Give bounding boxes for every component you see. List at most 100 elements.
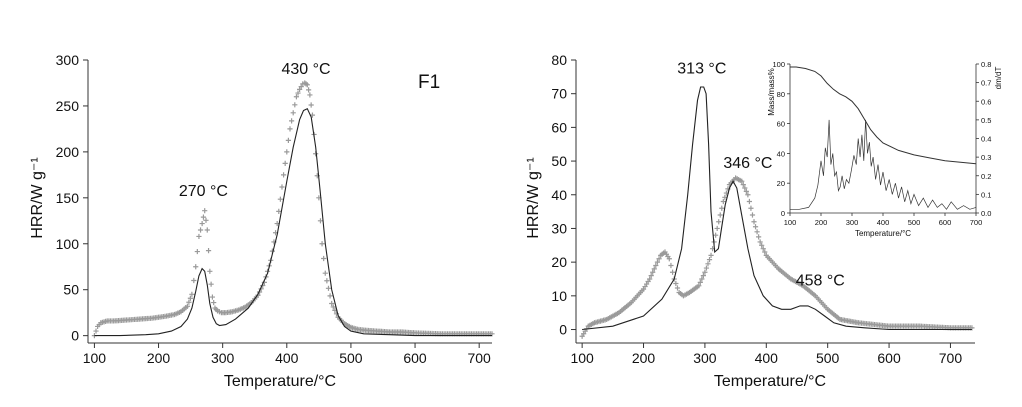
data-point — [752, 224, 759, 230]
data-point — [708, 252, 714, 259]
data-point — [756, 234, 762, 240]
y-tick-label: 70 — [551, 86, 567, 102]
inset-x-tick-label: 200 — [815, 218, 828, 227]
inset-x-tick-label: 700 — [970, 218, 983, 227]
inset-x-tick-label: 400 — [877, 218, 890, 227]
data-point — [706, 257, 713, 263]
x-tick-label: 100 — [83, 350, 107, 366]
data-point — [739, 178, 745, 184]
peak-annotation: 313 °C — [677, 60, 726, 77]
data-point — [717, 212, 723, 218]
x-tick-label: 200 — [632, 350, 656, 366]
y-tick-label: 200 — [56, 144, 80, 160]
data-point — [287, 126, 293, 132]
data-point — [308, 102, 314, 108]
data-point — [280, 172, 287, 178]
data-point — [282, 160, 288, 166]
data-point — [647, 276, 653, 282]
data-point — [674, 285, 681, 291]
data-point — [748, 205, 754, 211]
x-tick-label: 500 — [339, 350, 363, 366]
data-point — [668, 262, 674, 269]
data-point — [186, 299, 192, 305]
y-tick-label: 20 — [551, 254, 567, 270]
data-point — [317, 218, 324, 224]
data-point — [196, 233, 202, 240]
inset-left-tick-label: 80 — [777, 90, 785, 99]
y-tick-label: 30 — [551, 220, 567, 236]
x-tick-label: 300 — [211, 350, 235, 366]
model-series-line — [582, 86, 972, 331]
x-tick-label: 400 — [275, 350, 299, 366]
data-point — [295, 90, 301, 96]
peak-annotation: 458 °C — [796, 273, 845, 290]
x-tick-label: 400 — [755, 350, 779, 366]
inset-right-tick-label: 0.3 — [981, 153, 991, 162]
y-axis-title-f2: HRR/W g⁻¹ — [525, 157, 542, 238]
panel-label-f1: F1 — [418, 72, 440, 93]
data-point — [191, 277, 197, 284]
data-point — [184, 303, 190, 309]
data-point — [330, 304, 336, 310]
y-tick-label: 100 — [56, 236, 80, 252]
x-tick-label: 700 — [939, 350, 963, 366]
data-point — [322, 270, 328, 276]
y-tick-label: 60 — [551, 119, 567, 135]
y-tick-label: 80 — [551, 52, 567, 68]
data-point — [285, 137, 291, 143]
inset-right-tick-label: 0.4 — [981, 135, 991, 144]
data-point — [197, 227, 204, 233]
y-tick-label: 50 — [551, 153, 567, 169]
data-point — [760, 246, 766, 252]
peak-annotation: 430 °C — [281, 61, 330, 78]
chart-panel-f1: F1 Temperature/°C HRR/W g⁻¹ 100 200 300 400… — [29, 52, 495, 390]
data-point — [207, 268, 213, 274]
data-point — [656, 256, 662, 262]
data-point — [321, 255, 327, 262]
data-point — [754, 229, 760, 235]
y-tick-label: 10 — [551, 288, 567, 304]
data-point — [759, 242, 765, 248]
data-point — [653, 262, 659, 269]
data-point — [307, 92, 313, 98]
peak-annotation: 346 °C — [723, 155, 772, 172]
data-point — [279, 184, 285, 190]
measured-series-markers — [91, 80, 495, 339]
data-point — [187, 295, 193, 301]
data-point — [743, 188, 749, 194]
model-series-line — [94, 107, 492, 337]
inset-left-tick-label: 0 — [781, 209, 785, 218]
inset-right-axis-title: dm/dT — [994, 67, 1003, 90]
data-point — [208, 281, 214, 287]
data-point — [200, 214, 207, 220]
data-point — [651, 266, 657, 272]
inset-right-tick-label: 0.7 — [981, 79, 991, 88]
inset-background — [784, 62, 978, 216]
data-point — [298, 84, 304, 90]
x-tick-label: 600 — [877, 350, 901, 366]
data-point — [666, 256, 672, 262]
data-point — [297, 86, 303, 93]
data-point — [203, 217, 209, 223]
y-tick-label: 50 — [63, 282, 79, 298]
data-point — [650, 269, 656, 275]
data-point — [716, 219, 722, 225]
data-point — [325, 285, 332, 291]
data-point — [202, 208, 208, 214]
data-point — [697, 279, 703, 285]
y-tick-label: 300 — [56, 52, 80, 68]
data-point — [327, 293, 333, 299]
data-point — [713, 232, 719, 238]
data-point — [324, 278, 330, 284]
inset-x-axis-title: Temperature/°C — [855, 229, 911, 238]
data-point — [292, 102, 298, 108]
x-tick-label: 500 — [816, 350, 840, 366]
data-point — [276, 208, 282, 214]
inset-right-tick-label: 0.0 — [981, 209, 991, 218]
x-tick-label: 300 — [693, 350, 717, 366]
x-tick-label: 200 — [147, 350, 171, 366]
inset-dmdt-curve — [790, 119, 977, 210]
data-point — [699, 276, 705, 282]
data-point — [669, 269, 676, 275]
